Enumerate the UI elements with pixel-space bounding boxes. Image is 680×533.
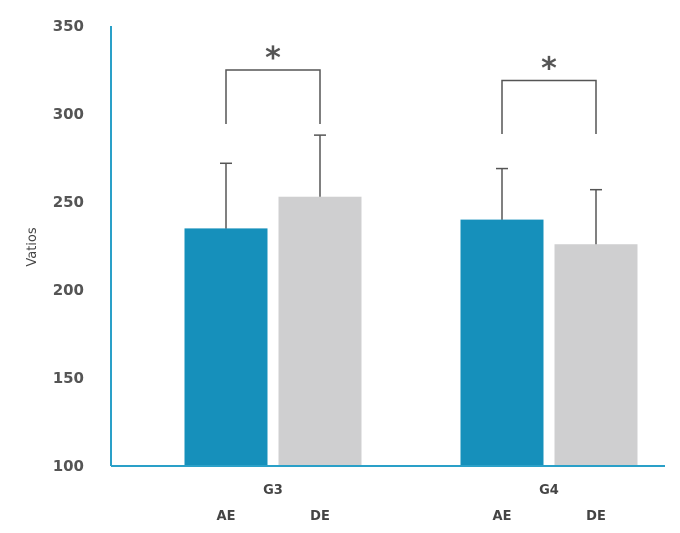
significance-bracket-g4 — [501, 79, 597, 134]
bar-g3-de — [278, 196, 362, 466]
y-axis-title: Vatios — [25, 227, 40, 267]
error-bars — [220, 134, 602, 245]
y-tick-label-100: 100 — [53, 457, 84, 475]
y-tick-label-150: 150 — [53, 369, 84, 387]
y-tick-label-300: 300 — [53, 105, 84, 123]
bar-label-g3-de: DE — [310, 509, 330, 524]
x-axis-labels: AE DE G3 AE DE G4 — [217, 483, 606, 524]
bars — [184, 196, 638, 466]
significance-brackets: * * — [225, 41, 597, 134]
significance-bracket-g3 — [225, 69, 321, 124]
y-axis-ticks: 100 150 200 250 300 350 — [53, 17, 84, 475]
significance-marker-g3: * — [265, 41, 281, 76]
group-label-g3: G3 — [263, 483, 283, 498]
bar-g4-de — [554, 244, 638, 466]
axes — [110, 26, 665, 467]
y-tick-label-350: 350 — [53, 17, 84, 35]
y-tick-label-250: 250 — [53, 193, 84, 211]
bar-label-g4-de: DE — [586, 509, 606, 524]
y-tick-label-200: 200 — [53, 281, 84, 299]
group-label-g4: G4 — [539, 483, 559, 498]
significance-marker-g4: * — [541, 52, 557, 87]
bar-g3-ae — [184, 228, 268, 466]
bar-label-g4-ae: AE — [493, 509, 512, 524]
bar-g4-ae — [460, 219, 544, 466]
bar-label-g3-ae: AE — [217, 509, 236, 524]
